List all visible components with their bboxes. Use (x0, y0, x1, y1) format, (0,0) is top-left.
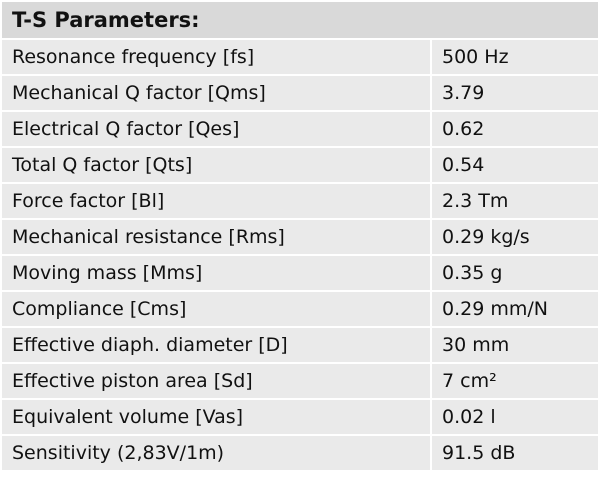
param-name: Total Q factor [Qts] (0, 146, 432, 184)
param-name: Mechanical Q factor [Qms] (0, 74, 432, 112)
param-value: 0.29 kg/s (430, 218, 600, 256)
param-name: Electrical Q factor [Qes] (0, 110, 432, 148)
param-value: 0.54 (430, 146, 600, 184)
param-value: 0.29 mm/N (430, 290, 600, 328)
param-value: 3.79 (430, 74, 600, 112)
param-value: 2.3 Tm (430, 182, 600, 220)
param-name: Equivalent volume [Vas] (0, 398, 432, 436)
param-value: 91.5 dB (430, 434, 600, 472)
ts-table: T-S Parameters: Resonance frequency [fs]… (0, 0, 600, 472)
param-value: 7 cm² (430, 362, 600, 400)
param-value: 0.62 (430, 110, 600, 148)
param-name: Moving mass [Mms] (0, 254, 432, 292)
param-name: Force factor [Bl] (0, 182, 432, 220)
param-row: Equivalent volume [Vas] 0.02 l (0, 398, 600, 436)
param-value: 0.35 g (430, 254, 600, 292)
param-value: 0.02 l (430, 398, 600, 436)
param-value: 500 Hz (430, 38, 600, 76)
param-row: Mechanical resistance [Rms] 0.29 kg/s (0, 218, 600, 256)
param-row: Mechanical Q factor [Qms] 3.79 (0, 74, 600, 112)
param-name: Resonance frequency [fs] (0, 38, 432, 76)
param-row: Effective diaph. diameter [D] 30 mm (0, 326, 600, 364)
param-name: Effective diaph. diameter [D] (0, 326, 432, 364)
param-row: Effective piston area [Sd] 7 cm² (0, 362, 600, 400)
title-row: T-S Parameters: (0, 0, 600, 40)
param-row: Electrical Q factor [Qes] 0.62 (0, 110, 600, 148)
table-title: T-S Parameters: (0, 0, 600, 40)
param-row: Resonance frequency [fs] 500 Hz (0, 38, 600, 76)
param-name: Sensitivity (2,83V/1m) (0, 434, 432, 472)
param-value: 30 mm (430, 326, 600, 364)
param-name: Compliance [Cms] (0, 290, 432, 328)
param-row: Force factor [Bl] 2.3 Tm (0, 182, 600, 220)
param-name: Mechanical resistance [Rms] (0, 218, 432, 256)
param-row: Sensitivity (2,83V/1m) 91.5 dB (0, 434, 600, 472)
param-row: Total Q factor [Qts] 0.54 (0, 146, 600, 184)
param-row: Compliance [Cms] 0.29 mm/N (0, 290, 600, 328)
param-row: Moving mass [Mms] 0.35 g (0, 254, 600, 292)
param-name: Effective piston area [Sd] (0, 362, 432, 400)
